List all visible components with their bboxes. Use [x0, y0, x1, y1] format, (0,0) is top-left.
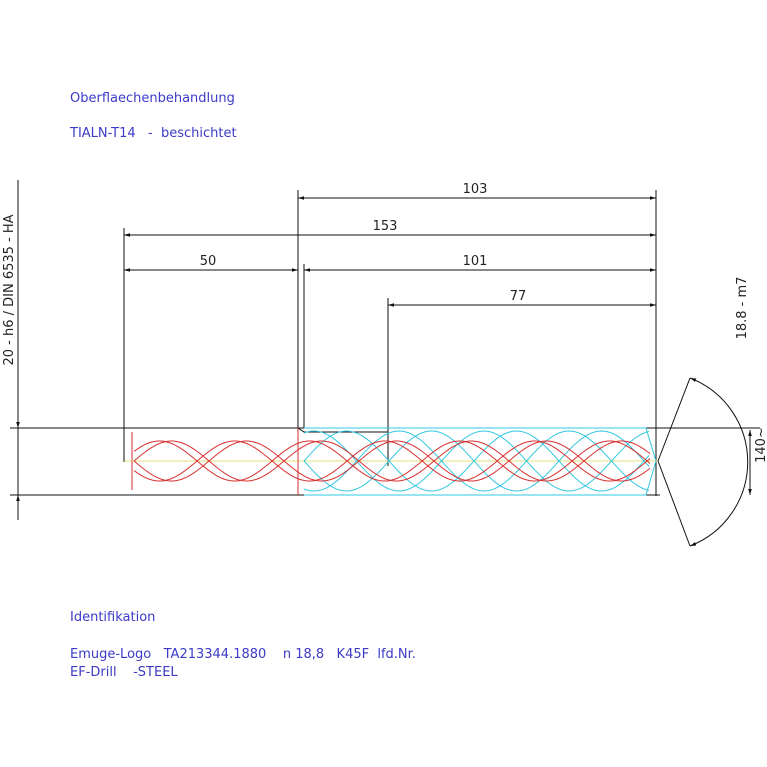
dim-50: 50 [200, 254, 217, 269]
id-line-1: Emuge-Logo TA213344.1880 n 18,8 K45F lfd… [70, 647, 416, 662]
surface-heading: Oberflaechenbehandlung [70, 91, 235, 106]
flute-curve [133, 440, 651, 482]
dim-101: 101 [463, 254, 488, 269]
dim-103: 103 [463, 182, 488, 197]
flutes [133, 430, 651, 492]
dim-153: 153 [373, 219, 398, 234]
flute-curve [133, 440, 651, 482]
flute-curve [133, 440, 651, 482]
flute-curve [303, 430, 650, 492]
id-heading: Identifikation [70, 610, 155, 625]
dim-77: 77 [510, 289, 527, 304]
dim-body: 18.8 - m7 [735, 277, 750, 340]
flute-curve [303, 430, 650, 492]
dim-shank: 20 - h6 / DIN 6535 - HA [2, 214, 17, 365]
tool-outline [124, 427, 658, 496]
dim-angle: 140~ [754, 427, 767, 463]
id-line-2: EF-Drill -STEEL [70, 665, 178, 680]
flute-curve [133, 440, 651, 482]
surface-value: TIALN-T14 - beschichtet [69, 126, 237, 141]
flute-curve [303, 430, 650, 492]
flute-curve [303, 430, 650, 492]
extension-lines [123, 190, 657, 496]
